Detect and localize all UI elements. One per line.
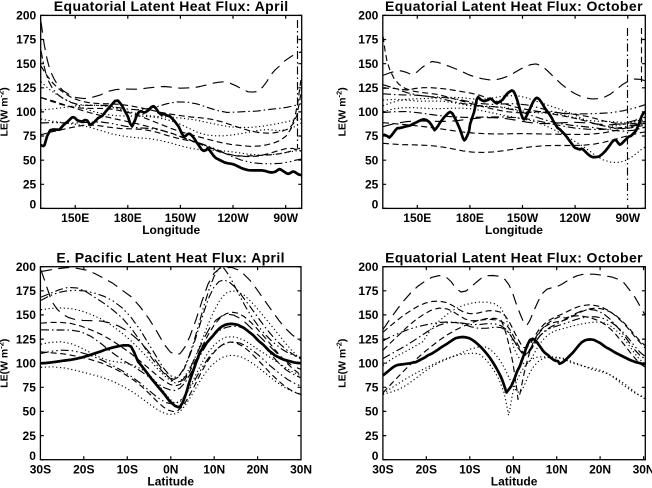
svg-text:175: 175: [16, 33, 36, 47]
svg-text:0: 0: [29, 449, 36, 463]
svg-text:125: 125: [358, 332, 378, 346]
svg-text:10N: 10N: [546, 463, 568, 477]
svg-text:20N: 20N: [589, 463, 611, 477]
svg-text:200: 200: [16, 260, 36, 274]
svg-text:100: 100: [358, 105, 378, 119]
svg-text:Equatorial Latent Heat Flux: O: Equatorial Latent Heat Flux: October: [385, 250, 643, 266]
svg-text:90W: 90W: [615, 211, 640, 225]
svg-text:200: 200: [16, 9, 36, 23]
svg-text:125: 125: [358, 81, 378, 95]
svg-text:100: 100: [16, 356, 36, 370]
svg-text:150W: 150W: [165, 211, 197, 225]
svg-text:180E: 180E: [114, 211, 142, 225]
svg-text:75: 75: [365, 381, 379, 395]
svg-text:125: 125: [16, 81, 36, 95]
svg-text:LE(W m-2): LE(W m-2): [335, 87, 349, 136]
svg-text:100: 100: [358, 356, 378, 370]
svg-text:10S: 10S: [117, 463, 138, 477]
svg-text:90W: 90W: [273, 211, 298, 225]
svg-text:120W: 120W: [217, 211, 249, 225]
svg-text:180E: 180E: [456, 211, 484, 225]
svg-text:20S: 20S: [416, 463, 437, 477]
svg-text:0: 0: [30, 198, 37, 212]
svg-text:E. Pacific Latent Heat Flux: A: E. Pacific Latent Heat Flux: April: [56, 250, 285, 266]
svg-text:25: 25: [365, 178, 379, 192]
svg-text:50: 50: [23, 405, 37, 419]
svg-text:0: 0: [372, 449, 379, 463]
svg-text:20N: 20N: [247, 463, 269, 477]
svg-text:10N: 10N: [203, 463, 225, 477]
svg-text:Latitude: Latitude: [491, 474, 538, 488]
svg-text:150: 150: [16, 308, 36, 322]
svg-text:200: 200: [358, 260, 378, 274]
svg-text:50: 50: [365, 405, 379, 419]
svg-text:125: 125: [16, 332, 36, 346]
svg-text:175: 175: [358, 33, 378, 47]
svg-text:75: 75: [23, 129, 37, 143]
svg-text:LE(W m-2): LE(W m-2): [335, 339, 349, 388]
svg-text:50: 50: [365, 153, 379, 167]
svg-text:25: 25: [23, 178, 37, 192]
svg-text:30N: 30N: [633, 463, 652, 477]
svg-text:150: 150: [358, 57, 378, 71]
svg-text:200: 200: [358, 9, 378, 23]
svg-text:75: 75: [365, 129, 379, 143]
svg-text:10S: 10S: [459, 463, 480, 477]
svg-text:30S: 30S: [372, 463, 393, 477]
svg-text:LE(W m-2): LE(W m-2): [0, 87, 11, 136]
svg-text:Latitude: Latitude: [147, 474, 194, 488]
svg-text:120W: 120W: [559, 211, 591, 225]
svg-text:150W: 150W: [507, 211, 539, 225]
svg-text:25: 25: [365, 429, 379, 443]
svg-text:Longitude: Longitude: [142, 223, 200, 237]
svg-text:150E: 150E: [403, 211, 431, 225]
svg-text:150: 150: [358, 308, 378, 322]
svg-text:75: 75: [23, 381, 37, 395]
svg-text:25: 25: [23, 429, 37, 443]
svg-text:20S: 20S: [73, 463, 94, 477]
svg-text:175: 175: [358, 284, 378, 298]
svg-text:50: 50: [23, 153, 37, 167]
svg-text:150E: 150E: [61, 211, 89, 225]
svg-text:150: 150: [16, 57, 36, 71]
svg-text:Equatorial Latent Heat Flux: O: Equatorial Latent Heat Flux: October: [385, 0, 643, 14]
svg-text:100: 100: [16, 105, 36, 119]
svg-text:175: 175: [16, 284, 36, 298]
svg-text:0: 0: [372, 198, 379, 212]
svg-text:30S: 30S: [30, 463, 51, 477]
svg-text:Longitude: Longitude: [485, 223, 543, 237]
svg-text:LE(W m-2): LE(W m-2): [0, 339, 11, 388]
svg-text:0N: 0N: [163, 463, 178, 477]
svg-text:30N: 30N: [290, 463, 312, 477]
svg-text:Equatorial Latent Heat Flux: A: Equatorial Latent Heat Flux: April: [54, 0, 289, 14]
svg-text:0N: 0N: [506, 463, 521, 477]
